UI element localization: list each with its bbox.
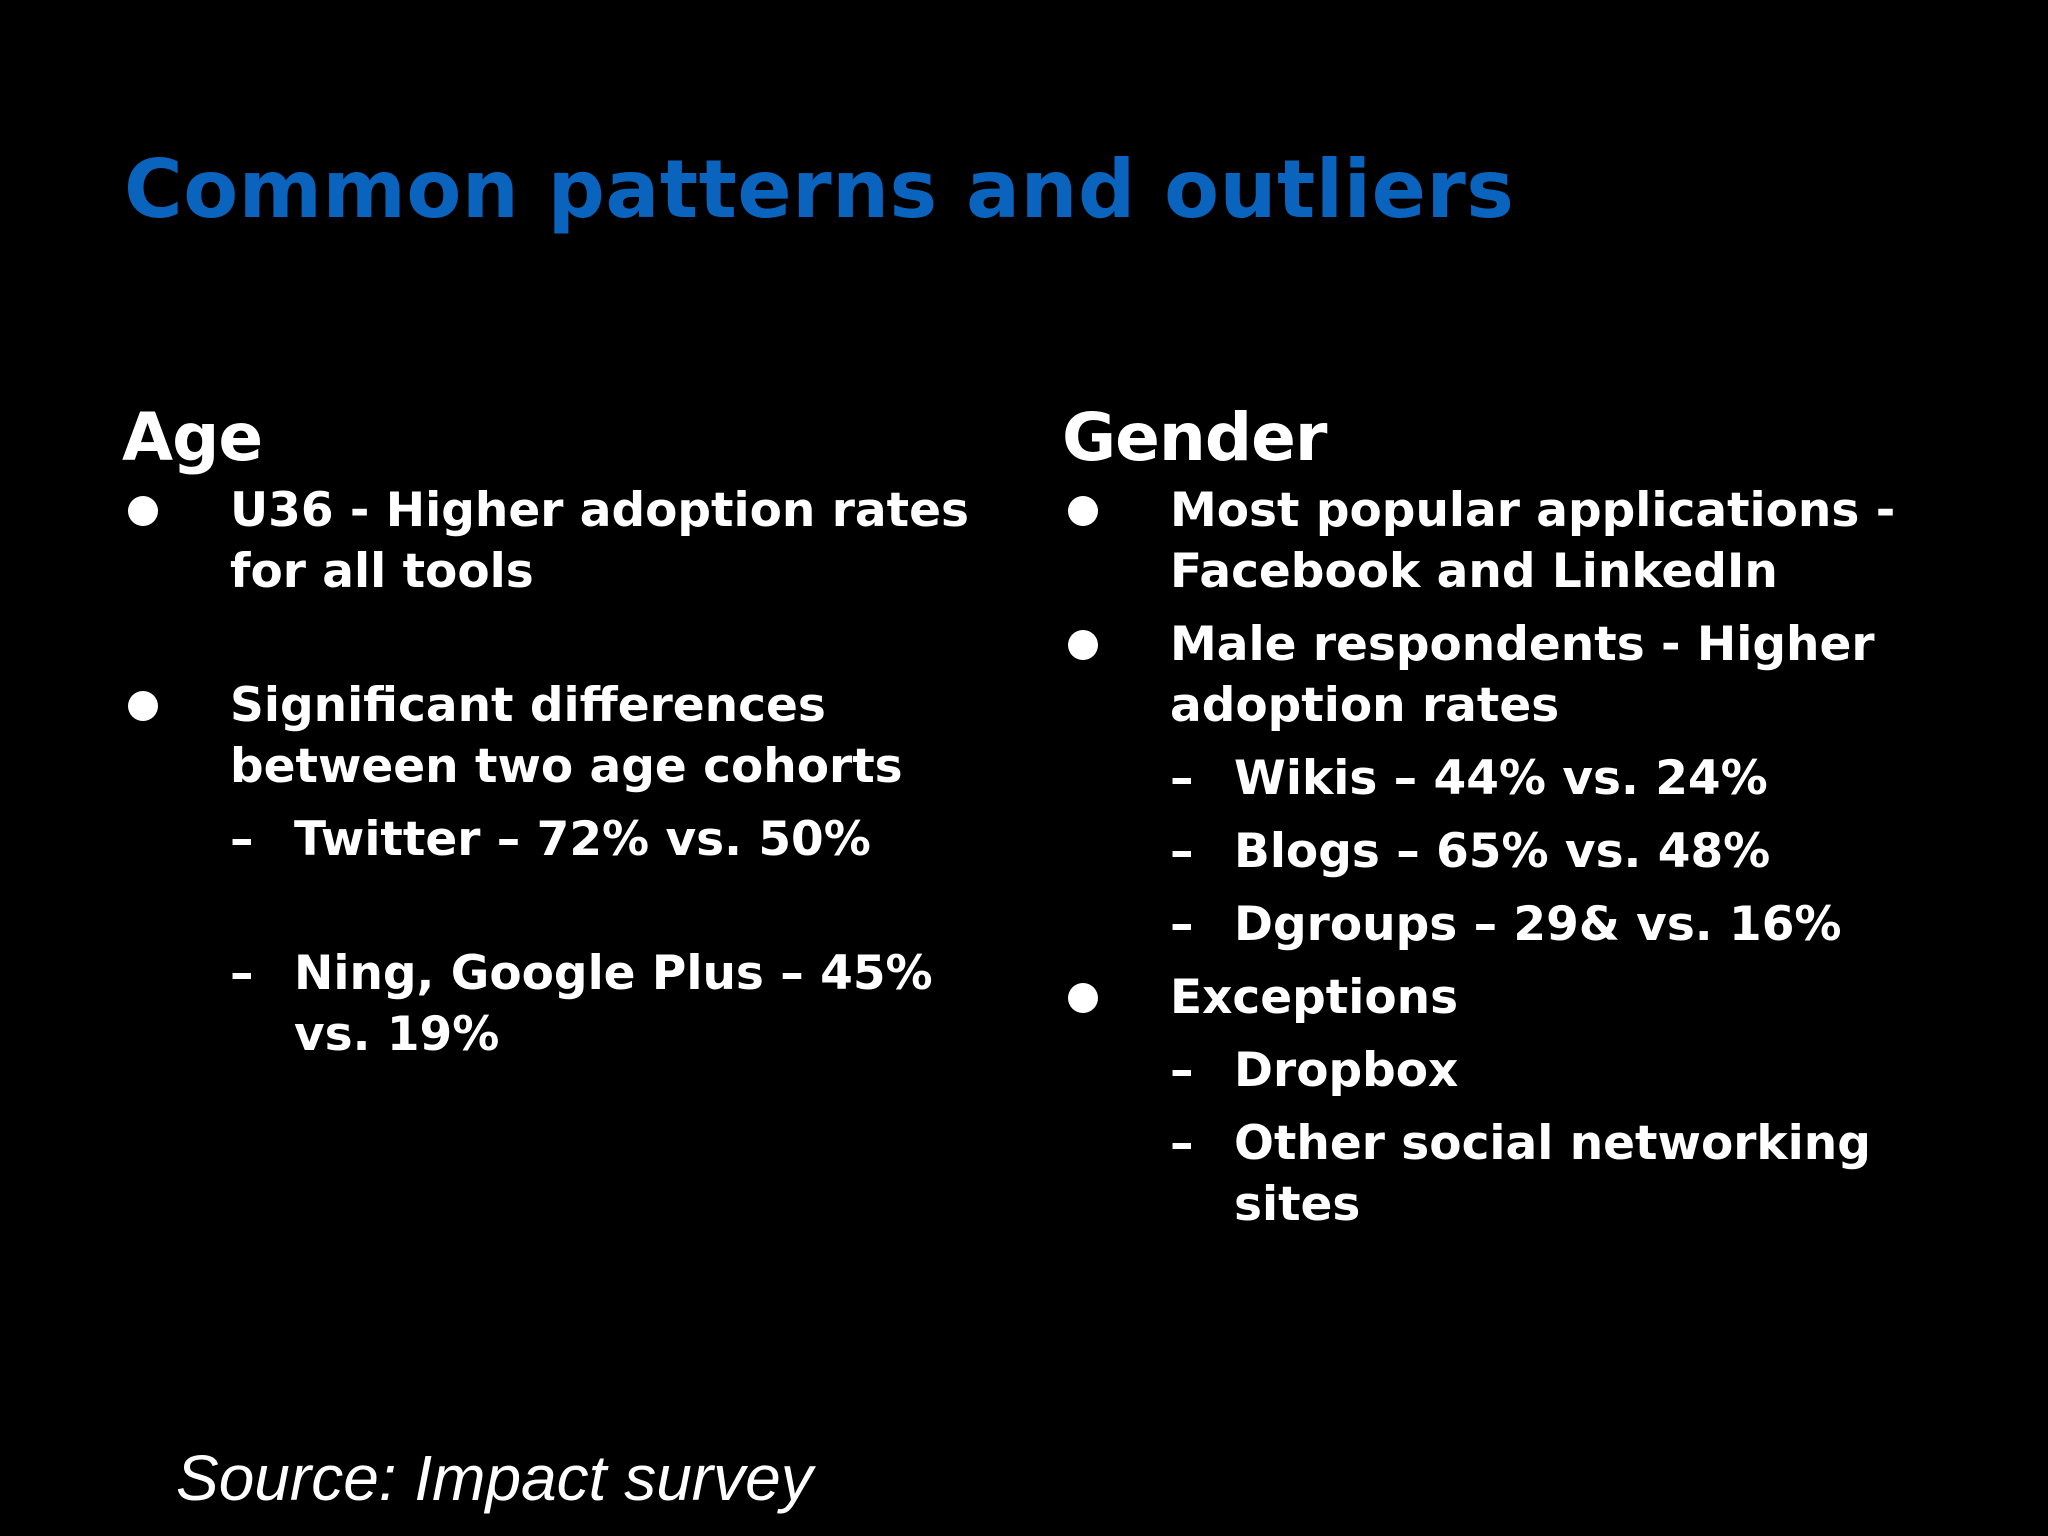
gender-bullet-3-text: Exceptions — [1170, 970, 1459, 1025]
age-heading: Age — [122, 399, 263, 476]
gender-bullet-2-text: Male respondents - Higher adoption rates — [1170, 617, 1875, 733]
gender-sub-item-dgroups: – Dgroups – 29& vs. 16% — [1062, 894, 1962, 955]
bullet-dot-icon — [1068, 496, 1098, 526]
age-column: Age U36 - Higher adoption rates for all … — [122, 400, 982, 1065]
bullet-dot-icon — [1068, 983, 1098, 1013]
gender-column: Gender Most popular applications - Faceb… — [1062, 400, 1962, 1235]
gender-bullet-1-text: Most popular applications - Facebook and… — [1170, 483, 1896, 599]
bullet-dot-icon — [1068, 630, 1098, 660]
gender-sub-item-other-social: – Other social networking sites — [1062, 1113, 1962, 1235]
slide-title: Common patterns and outliers — [124, 143, 1515, 236]
age-sub-list: – Twitter – 72% vs. 50% – Ning, Google P… — [230, 809, 982, 1065]
gender-sub-item-dropbox-text: Dropbox — [1234, 1043, 1459, 1098]
dash-icon: – — [1170, 897, 1194, 952]
gender-sub-item-wikis-text: Wikis – 44% vs. 24% — [1234, 751, 1768, 806]
gender-sub-item-blogs-text: Blogs – 65% vs. 48% — [1234, 824, 1771, 879]
gender-sub-item-other-social-text: Other social networking sites — [1234, 1116, 1871, 1232]
gender-sub-item-dropbox: – Dropbox — [1062, 1040, 1962, 1101]
dash-icon: – — [230, 946, 254, 1001]
dash-icon: – — [230, 812, 254, 867]
gender-sub-item-wikis: – Wikis – 44% vs. 24% — [1062, 748, 1962, 809]
age-bullet-1-text: U36 - Higher adoption rates for all tool… — [230, 483, 969, 599]
dash-icon: – — [1170, 1116, 1194, 1171]
dash-icon: – — [1170, 751, 1194, 806]
age-sub-item-twitter-text: Twitter – 72% vs. 50% — [294, 812, 871, 867]
gender-sub-item-blogs: – Blogs – 65% vs. 48% — [1062, 821, 1962, 882]
bullet-dot-icon — [128, 691, 158, 721]
gender-bullet-list: Most popular applications - Facebook and… — [1062, 480, 1962, 1235]
source-note: Source: Impact survey — [176, 1442, 813, 1514]
dash-icon: – — [1170, 1043, 1194, 1098]
age-bullet-1: U36 - Higher adoption rates for all tool… — [122, 480, 982, 602]
gender-bullet-3: Exceptions – Dropbox – Other social netw… — [1062, 967, 1962, 1235]
gender-sub-list-adoption: – Wikis – 44% vs. 24% – Blogs – 65% vs. … — [1170, 748, 1962, 955]
age-bullet-2: Significant differences between two age … — [122, 675, 982, 1065]
age-bullet-list: U36 - Higher adoption rates for all tool… — [122, 480, 982, 1065]
gender-heading: Gender — [1062, 399, 1327, 476]
gender-bullet-1: Most popular applications - Facebook and… — [1062, 480, 1962, 602]
bullet-dot-icon — [128, 496, 158, 526]
dash-icon: – — [1170, 824, 1194, 879]
gender-sub-list-exceptions: – Dropbox – Other social networking site… — [1170, 1040, 1962, 1235]
age-sub-item-ning: – Ning, Google Plus – 45% vs. 19% — [122, 943, 982, 1065]
age-sub-item-ning-text: Ning, Google Plus – 45% vs. 19% — [294, 946, 933, 1062]
gender-bullet-2: Male respondents - Higher adoption rates… — [1062, 614, 1962, 955]
age-bullet-2-text: Significant differences between two age … — [230, 678, 903, 794]
gender-sub-item-dgroups-text: Dgroups – 29& vs. 16% — [1234, 897, 1842, 952]
age-sub-item-twitter: – Twitter – 72% vs. 50% — [122, 809, 982, 870]
